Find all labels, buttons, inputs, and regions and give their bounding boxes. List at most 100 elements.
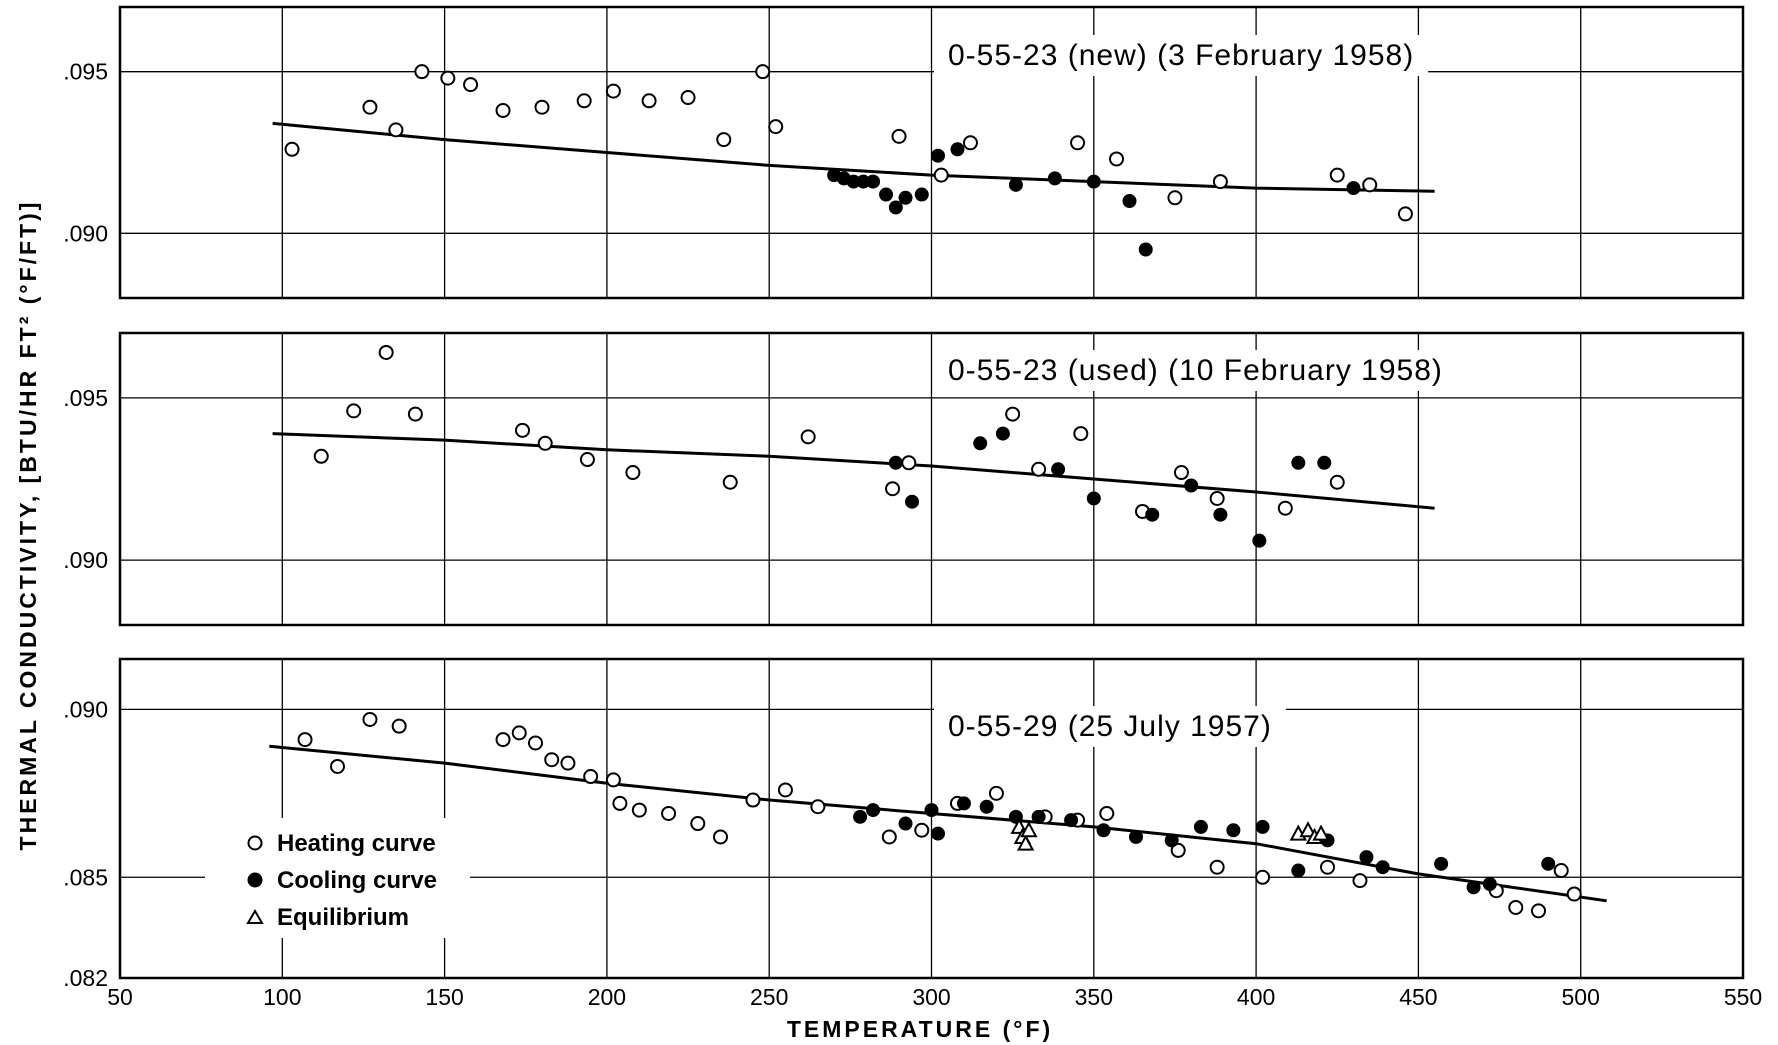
cooling-point bbox=[1375, 860, 1390, 875]
heating-point bbox=[534, 99, 550, 115]
legend-equilibrium-label: Equilibrium bbox=[277, 904, 409, 931]
cooling-point bbox=[995, 426, 1010, 441]
heating-point bbox=[388, 122, 404, 138]
legend-heating-marker bbox=[247, 835, 263, 851]
heating-point bbox=[777, 782, 793, 798]
heating-point bbox=[1209, 490, 1225, 506]
heating-point bbox=[407, 406, 423, 422]
x-tick-label: 400 bbox=[1237, 984, 1275, 1010]
heating-point bbox=[625, 465, 641, 481]
heating-point bbox=[962, 135, 978, 151]
panel-frame bbox=[118, 5, 1745, 300]
heating-point bbox=[755, 64, 771, 80]
x-tick-label: 550 bbox=[1724, 984, 1762, 1010]
heating-point bbox=[1277, 500, 1293, 516]
cooling-point bbox=[888, 200, 903, 215]
y-axis-label: THERMAL CONDUCTIVITY, [BTU/HR FT² (°F/FT… bbox=[15, 200, 41, 851]
x-tick-label: 50 bbox=[107, 984, 133, 1010]
cooling-point bbox=[1145, 507, 1160, 522]
x-tick-label: 100 bbox=[263, 984, 301, 1010]
heating-point bbox=[1320, 859, 1336, 875]
panel-frame bbox=[118, 657, 1745, 980]
chart-panel-1: 0-55-23 (new) (3 February 1958) .095 .090 bbox=[63, 5, 1745, 300]
heating-point bbox=[933, 167, 949, 183]
heating-point bbox=[881, 829, 897, 845]
heating-point bbox=[800, 429, 816, 445]
chart-panels: 0-55-23 (new) (3 February 1958).095.0900… bbox=[63, 5, 1745, 991]
heating-point bbox=[690, 816, 706, 832]
heating-point bbox=[284, 141, 300, 157]
equilibrium-point bbox=[1020, 821, 1038, 838]
heating-point bbox=[810, 799, 826, 815]
cooling-point bbox=[866, 174, 881, 189]
cooling-point bbox=[1466, 880, 1481, 895]
heating-point bbox=[378, 344, 394, 360]
y-tick-label: .082 bbox=[63, 965, 108, 991]
heating-point bbox=[391, 718, 407, 734]
heating-point bbox=[495, 102, 511, 118]
cooling-point bbox=[1064, 813, 1079, 828]
cooling-point bbox=[950, 142, 965, 157]
heating-point bbox=[511, 725, 527, 741]
x-tick-label: 250 bbox=[750, 984, 788, 1010]
equilibrium-point bbox=[1016, 834, 1035, 851]
panel-title-background bbox=[934, 35, 1429, 76]
heating-point bbox=[722, 474, 738, 490]
panel-frame bbox=[118, 331, 1745, 627]
y-tick-label: .085 bbox=[63, 864, 108, 890]
heating-point bbox=[1329, 167, 1345, 183]
heating-point bbox=[1352, 873, 1368, 889]
cooling-point bbox=[1184, 478, 1199, 493]
legend-cooling-label: Cooling curve bbox=[277, 867, 437, 894]
cooling-point bbox=[930, 148, 945, 163]
cooling-point bbox=[1359, 850, 1374, 865]
cooling-point bbox=[1122, 194, 1137, 208]
heating-point bbox=[1397, 206, 1413, 222]
cooling-point bbox=[1255, 819, 1270, 834]
heating-point bbox=[713, 829, 729, 845]
cooling-point bbox=[866, 803, 881, 818]
cooling-point bbox=[1252, 533, 1267, 548]
heating-point bbox=[1255, 869, 1271, 885]
cooling-point bbox=[1226, 823, 1241, 838]
cooling-point bbox=[973, 436, 988, 451]
heating-point bbox=[495, 732, 511, 748]
panel-title-background bbox=[934, 350, 1457, 391]
panel-title: 0-55-23 (new) (3 February 1958) bbox=[948, 39, 1414, 72]
heating-point bbox=[414, 64, 430, 80]
cooling-point bbox=[956, 796, 971, 811]
cooling-point bbox=[853, 809, 868, 824]
y-tick-label: .095 bbox=[63, 385, 108, 411]
cooling-point bbox=[905, 494, 920, 509]
legend-equilibrium-marker bbox=[246, 909, 264, 924]
equilibrium-point bbox=[1299, 821, 1317, 838]
fit-line bbox=[272, 121, 1435, 193]
heating-point bbox=[1099, 805, 1115, 821]
heating-point bbox=[583, 769, 599, 785]
x-tick-label: 350 bbox=[1075, 984, 1113, 1010]
heating-point bbox=[641, 93, 657, 109]
heating-point bbox=[891, 128, 907, 144]
heating-point bbox=[680, 90, 696, 106]
heating-point bbox=[716, 132, 732, 148]
cooling-point bbox=[888, 455, 903, 470]
heating-point bbox=[560, 755, 576, 771]
x-tick-label: 450 bbox=[1399, 984, 1437, 1010]
heating-point bbox=[1170, 842, 1186, 858]
heating-point bbox=[914, 822, 930, 838]
heating-point bbox=[1005, 406, 1021, 422]
chart-panel-3: 0-55-29 (25 July 1957) .090 .085 .082 bbox=[63, 657, 1745, 991]
heating-point bbox=[988, 785, 1004, 801]
panel-title-background bbox=[934, 706, 1286, 747]
cooling-point bbox=[898, 190, 913, 205]
heating-point bbox=[1209, 859, 1225, 875]
heating-point bbox=[313, 448, 329, 464]
y-tick-label: .090 bbox=[63, 220, 108, 246]
heating-point bbox=[1566, 886, 1582, 902]
heating-point bbox=[463, 77, 479, 93]
heating-point bbox=[537, 435, 553, 451]
fit-line bbox=[272, 432, 1435, 510]
cooling-point bbox=[1086, 491, 1101, 506]
heating-point bbox=[297, 732, 313, 748]
cooling-point bbox=[979, 799, 994, 814]
